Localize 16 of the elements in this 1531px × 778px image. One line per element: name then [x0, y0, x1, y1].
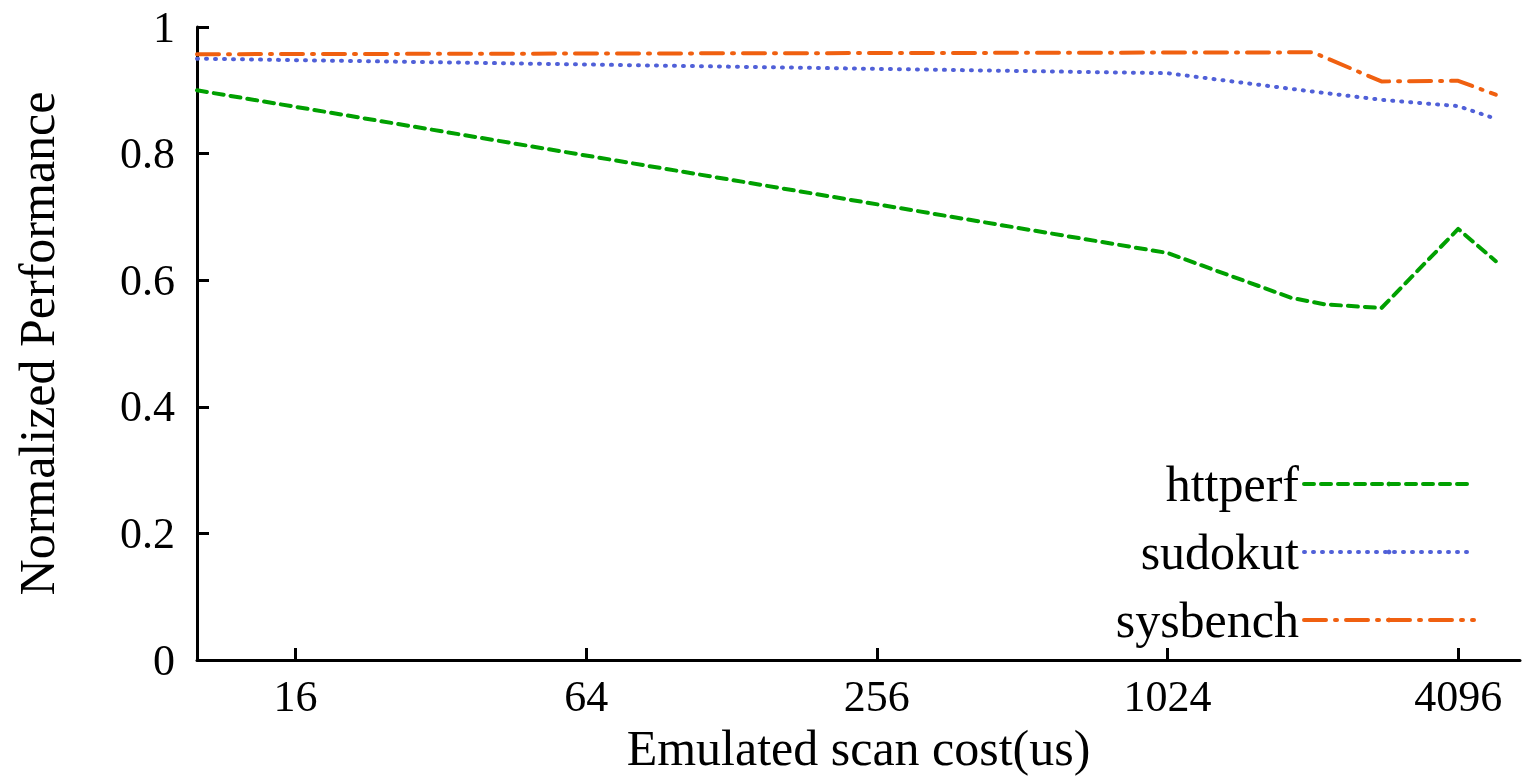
- x-tick-label: 256: [843, 671, 910, 721]
- legend-label: sudokut: [1140, 524, 1300, 580]
- x-tick-label: 4096: [1414, 671, 1503, 721]
- y-tick-label: 0.8: [120, 129, 175, 179]
- legend-label: sysbench: [1115, 592, 1299, 648]
- x-axis-title: Emulated scan cost(us): [626, 719, 1091, 776]
- x-tick-label: 1024: [1123, 671, 1212, 721]
- y-tick-label: 1: [153, 2, 175, 52]
- x-tick-label: 16: [273, 671, 318, 721]
- y-tick-label: 0.2: [120, 508, 175, 558]
- y-tick-label: 0.6: [120, 255, 175, 305]
- x-tick-label: 64: [564, 671, 609, 721]
- y-tick-label: 0: [153, 635, 175, 685]
- y-tick-label: 0.4: [120, 382, 175, 432]
- y-axis-title: Normalized Performance: [9, 91, 65, 596]
- legend-label: httperf: [1165, 456, 1300, 512]
